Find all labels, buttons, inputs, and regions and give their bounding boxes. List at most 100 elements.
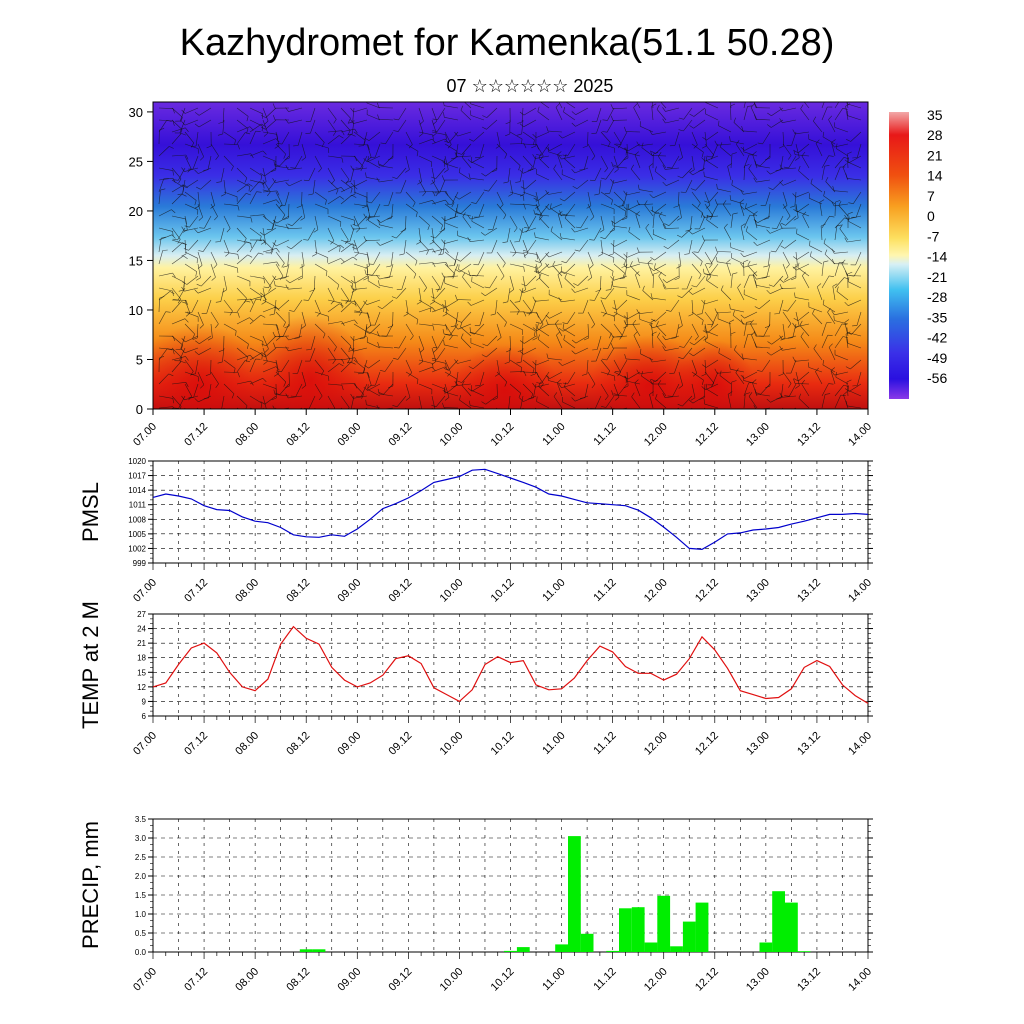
wind-barb-flag bbox=[649, 357, 653, 363]
wind-barb-flag bbox=[534, 330, 536, 336]
x-tick-label: 13.00 bbox=[744, 966, 772, 994]
wind-barb-flag bbox=[435, 420, 438, 424]
wind-barb-flag bbox=[523, 204, 526, 210]
wind-barb-flag bbox=[333, 119, 337, 124]
wind-barb-flag bbox=[213, 264, 218, 269]
wind-barb bbox=[210, 203, 218, 217]
wind-barb bbox=[431, 179, 440, 193]
wind-barb bbox=[640, 353, 654, 361]
wind-barb-flag bbox=[339, 196, 344, 200]
wind-barb-flag bbox=[656, 104, 660, 110]
x-tick-label: 11.00 bbox=[540, 966, 567, 993]
wind-barb-flag bbox=[467, 159, 472, 163]
wind-barb bbox=[418, 287, 422, 302]
wind-barb bbox=[633, 335, 641, 349]
wind-barb-flag bbox=[460, 333, 464, 339]
wind-barb-flag bbox=[697, 313, 703, 315]
wind-barb bbox=[262, 119, 269, 134]
wind-barb bbox=[795, 323, 810, 328]
wind-barb bbox=[236, 317, 250, 325]
wind-barb-flag bbox=[481, 354, 487, 358]
wind-barb bbox=[773, 275, 784, 287]
wind-barb-flag bbox=[740, 223, 746, 227]
wind-barb-flag bbox=[614, 169, 619, 173]
wind-barb bbox=[624, 263, 628, 278]
wind-barb-flag bbox=[287, 223, 293, 227]
wind-barb-flag bbox=[835, 372, 837, 378]
wind-barb bbox=[743, 334, 749, 349]
wind-barb-flag bbox=[792, 193, 797, 198]
wind-barb bbox=[704, 299, 719, 305]
wind-barb bbox=[314, 155, 322, 169]
y-tick-label: 25 bbox=[129, 154, 143, 169]
wind-barb bbox=[184, 347, 199, 354]
wind-barb-flag bbox=[444, 307, 449, 312]
wind-barb-flag bbox=[237, 312, 240, 318]
wind-barb-flag bbox=[301, 157, 306, 161]
wind-barb-flag bbox=[558, 154, 562, 160]
wind-barb-flag bbox=[768, 284, 774, 287]
wind-barb-flag bbox=[260, 172, 265, 177]
wind-barb bbox=[535, 383, 550, 388]
wind-barb bbox=[656, 109, 667, 121]
wind-barb bbox=[295, 383, 303, 397]
wind-barb-flag bbox=[753, 241, 758, 246]
wind-barb bbox=[275, 311, 286, 323]
wind-barb bbox=[743, 294, 758, 301]
wind-barb bbox=[444, 407, 446, 409]
wind-barb bbox=[565, 102, 576, 109]
wind-barb bbox=[453, 251, 459, 266]
wind-barb bbox=[262, 299, 276, 307]
x-tick-label: 07.12 bbox=[182, 421, 210, 449]
wind-barb-flag bbox=[337, 284, 340, 290]
wind-barb bbox=[658, 215, 667, 229]
wind-barb-flag bbox=[226, 228, 231, 233]
wind-barb bbox=[275, 179, 290, 183]
wind-barb-flag bbox=[636, 247, 640, 253]
wind-barb bbox=[834, 311, 849, 316]
wind-barb-flag bbox=[367, 384, 369, 390]
wind-barb-flag bbox=[215, 323, 219, 329]
wind-barb-flag bbox=[347, 361, 352, 364]
wind-barb-flag bbox=[523, 250, 529, 252]
wind-barb-flag bbox=[348, 349, 354, 352]
wind-barb bbox=[564, 217, 576, 229]
wind-barb-flag bbox=[754, 306, 760, 310]
wind-barb bbox=[743, 382, 749, 397]
wind-barb-flag bbox=[788, 383, 792, 388]
wind-barb bbox=[821, 383, 829, 397]
x-tick-label: 12.00 bbox=[642, 577, 670, 605]
wind-barb bbox=[171, 395, 182, 407]
wind-barb-flag bbox=[701, 152, 704, 158]
wind-barb bbox=[606, 119, 615, 133]
wind-barb-flag bbox=[245, 193, 251, 196]
wind-barb bbox=[431, 191, 447, 193]
wind-barb-flag bbox=[734, 345, 737, 351]
wind-barb-flag bbox=[534, 232, 536, 238]
wind-barb bbox=[374, 143, 381, 158]
wind-barb-flag bbox=[377, 114, 380, 120]
wind-barb-flag bbox=[358, 145, 364, 147]
wind-barb bbox=[418, 323, 433, 326]
wind-barb-flag bbox=[469, 332, 475, 335]
wind-barb-flag bbox=[332, 131, 337, 136]
wind-barb-flag bbox=[615, 143, 621, 145]
wind-barb bbox=[381, 299, 394, 310]
y-tick-label: 1005 bbox=[128, 530, 146, 539]
wind-barb bbox=[527, 239, 537, 252]
wind-barb bbox=[757, 215, 771, 223]
wind-barb-flag bbox=[272, 224, 275, 230]
wind-barb-flag bbox=[740, 263, 744, 268]
wind-barb bbox=[562, 328, 576, 337]
wind-barb-flag bbox=[754, 160, 757, 166]
wind-barb-flag bbox=[350, 188, 353, 194]
wind-barb-flag bbox=[649, 130, 653, 135]
wind-barb bbox=[197, 323, 199, 339]
wind-barb bbox=[683, 107, 693, 120]
wind-barb bbox=[613, 335, 628, 338]
wind-barb bbox=[539, 251, 550, 263]
wind-barb bbox=[327, 359, 343, 361]
wind-barb bbox=[431, 262, 446, 265]
wind-barb-flag bbox=[607, 370, 611, 376]
